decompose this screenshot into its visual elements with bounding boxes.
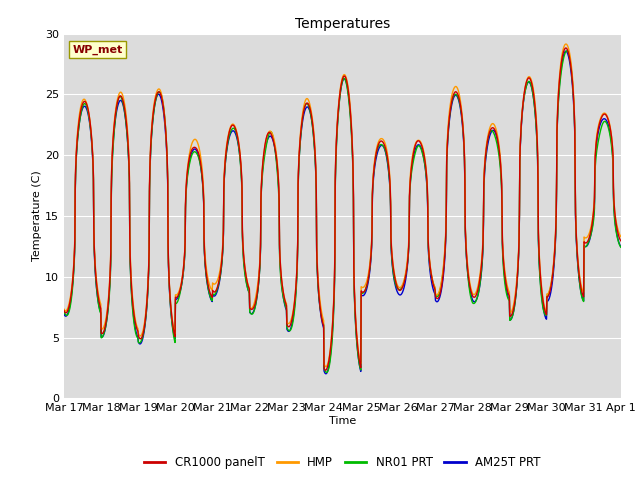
Line: AM25T PRT: AM25T PRT [64,51,621,374]
CR1000 panelT [502,280,509,286]
NR01 PRT [184,171,191,177]
CR1000 panelT [184,165,191,171]
NR01 PRT [563,48,571,54]
AM25T PRT [551,247,559,253]
NR01 PRT [617,244,625,250]
NR01 PRT [246,310,254,315]
Y-axis label: Temperature (C): Temperature (C) [32,170,42,262]
AM25T PRT [617,244,625,250]
HMP [170,328,178,334]
NR01 PRT [429,280,437,286]
AM25T PRT [170,333,178,339]
CR1000 panelT [246,306,254,312]
CR1000 panelT [562,45,570,51]
AM25T PRT [502,283,509,289]
HMP [429,279,437,285]
HMP [502,276,509,281]
Line: CR1000 panelT: CR1000 panelT [64,48,621,370]
Title: Temperatures: Temperatures [295,17,390,31]
Text: WP_met: WP_met [72,45,123,55]
CR1000 panelT [617,238,625,244]
AM25T PRT [60,312,68,317]
NR01 PRT [323,370,331,375]
CR1000 panelT [551,242,559,248]
NR01 PRT [551,245,559,251]
CR1000 panelT [429,281,437,287]
NR01 PRT [502,288,509,293]
Line: NR01 PRT: NR01 PRT [64,51,621,372]
HMP [617,234,625,240]
CR1000 panelT [60,308,68,313]
Legend: CR1000 panelT, HMP, NR01 PRT, AM25T PRT: CR1000 panelT, HMP, NR01 PRT, AM25T PRT [140,452,545,474]
HMP [246,305,254,311]
HMP [60,306,68,312]
NR01 PRT [170,336,178,342]
AM25T PRT [322,371,330,377]
HMP [322,364,330,370]
CR1000 panelT [170,331,178,336]
NR01 PRT [60,309,68,314]
HMP [184,163,191,168]
Line: HMP: HMP [64,44,621,367]
CR1000 panelT [322,367,330,373]
AM25T PRT [246,310,254,316]
HMP [562,41,570,47]
HMP [551,240,559,245]
AM25T PRT [562,48,570,54]
X-axis label: Time: Time [329,416,356,426]
AM25T PRT [429,286,437,292]
AM25T PRT [184,168,191,174]
